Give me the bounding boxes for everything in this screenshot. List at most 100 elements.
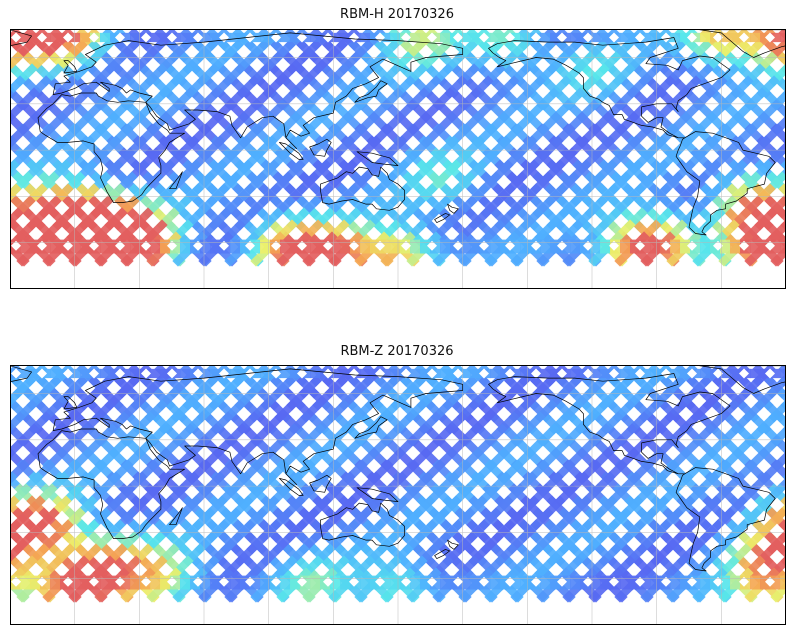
polar-band-cell bbox=[420, 32, 431, 43]
polar-band-cell bbox=[410, 368, 421, 379]
coverage-gap bbox=[635, 32, 645, 43]
swath-segment bbox=[774, 231, 786, 249]
polar-band-cell bbox=[760, 575, 771, 590]
polar-band-cell bbox=[70, 575, 81, 590]
coverage-gap bbox=[297, 32, 307, 43]
polar-band-cell bbox=[20, 368, 31, 379]
polar-band-cell bbox=[570, 32, 581, 43]
coverage-gap bbox=[609, 576, 619, 587]
polar-band-cell bbox=[120, 368, 131, 379]
coverage-gap bbox=[375, 576, 385, 587]
coverage-gap bbox=[583, 32, 593, 43]
polar-band-cell bbox=[780, 239, 786, 254]
polar-band-cell bbox=[150, 239, 161, 254]
coverage-gap bbox=[479, 368, 489, 379]
coverage-gap bbox=[115, 576, 125, 587]
gridlines bbox=[10, 365, 786, 625]
coverage-gap bbox=[687, 368, 697, 379]
coverage-gap bbox=[635, 576, 645, 587]
coverage-gap bbox=[505, 240, 515, 251]
coverage-gap bbox=[115, 240, 125, 251]
coverage-gap bbox=[193, 32, 203, 43]
swath-segment bbox=[10, 51, 24, 71]
map-panel-rbm-z bbox=[10, 365, 786, 625]
coastlines bbox=[10, 29, 786, 236]
polar-band-cell bbox=[250, 239, 261, 254]
coverage-gap bbox=[479, 240, 489, 251]
polar-band-cell bbox=[750, 32, 761, 43]
swath-segment bbox=[770, 245, 786, 267]
polar-band-cell bbox=[80, 368, 91, 379]
coastlines bbox=[10, 365, 786, 572]
polar-band-cell bbox=[230, 575, 241, 590]
coverage-gap bbox=[661, 576, 671, 587]
polar-band-cell bbox=[330, 239, 341, 254]
coverage-gap bbox=[37, 368, 47, 379]
polar-band-cell bbox=[390, 239, 401, 254]
coastline-greenland bbox=[699, 365, 786, 394]
coastline-africa bbox=[37, 92, 185, 203]
coverage-gap bbox=[479, 576, 489, 587]
coverage-gap bbox=[323, 368, 333, 379]
polar-band-cell bbox=[310, 32, 321, 43]
coverage-gap bbox=[661, 32, 671, 43]
polar-band-cell bbox=[180, 368, 191, 379]
polar-band-cell bbox=[670, 32, 681, 43]
map-panel-rbm-h bbox=[10, 29, 786, 289]
coverage-gap bbox=[89, 32, 99, 43]
polar-band-cell bbox=[110, 239, 121, 254]
coastline-gb bbox=[63, 396, 78, 410]
swath-segment bbox=[10, 183, 22, 201]
coverage-gap bbox=[739, 576, 749, 587]
polar-band-cell bbox=[460, 575, 471, 590]
coverage-gap bbox=[89, 576, 99, 587]
coverage-gap bbox=[453, 576, 463, 587]
coverage-gap bbox=[401, 240, 411, 251]
polar-band-cell bbox=[460, 239, 471, 254]
polar-band-cell bbox=[280, 32, 291, 43]
polar-band-cell bbox=[720, 239, 731, 254]
polar-band-cell bbox=[510, 239, 521, 254]
polar-band-cell bbox=[730, 239, 741, 254]
polar-band-cell bbox=[30, 239, 41, 254]
polar-band-cell bbox=[770, 368, 781, 379]
coverage-gap bbox=[245, 240, 255, 251]
swath-segment bbox=[10, 411, 26, 433]
swath-segment bbox=[772, 99, 786, 119]
polar-band-cell bbox=[590, 32, 601, 43]
coverage-gap bbox=[739, 368, 749, 379]
coverage-gap bbox=[219, 240, 229, 251]
polar-band-cell bbox=[130, 239, 141, 254]
coverage-gap bbox=[349, 368, 359, 379]
polar-band-cell bbox=[380, 368, 391, 379]
coverage-gap bbox=[193, 368, 203, 379]
coverage-gap bbox=[557, 240, 567, 251]
polar-band-cell bbox=[260, 575, 271, 590]
polar-band-cell bbox=[30, 32, 41, 43]
polar-band-cell bbox=[680, 32, 691, 43]
panel-title-rbm-z: RBM-Z 20170326 bbox=[340, 344, 454, 359]
coverage-gap bbox=[427, 368, 437, 379]
swath-segment bbox=[772, 435, 786, 455]
swath-segment bbox=[10, 543, 24, 563]
polar-band-cell bbox=[670, 368, 681, 379]
polar-band-cell bbox=[470, 239, 481, 254]
coverage-gap bbox=[739, 240, 749, 251]
coastline-madagascar bbox=[169, 171, 183, 190]
coverage-gap bbox=[531, 576, 541, 587]
coverage-gap bbox=[245, 576, 255, 587]
swath-segment bbox=[774, 75, 786, 93]
polar-band-cell bbox=[600, 575, 611, 590]
polar-band-cell bbox=[380, 575, 391, 590]
coverage-gap bbox=[297, 240, 307, 251]
polar-band-cell bbox=[780, 32, 786, 43]
coverage-gap bbox=[713, 240, 723, 251]
polar-band-cell bbox=[240, 575, 251, 590]
polar-band-cell bbox=[780, 575, 786, 590]
polar-band-cell bbox=[280, 368, 291, 379]
coverage-gap bbox=[583, 576, 593, 587]
polar-band-cell bbox=[490, 32, 501, 43]
polar-band-cell bbox=[520, 575, 531, 590]
coverage-gap bbox=[427, 32, 437, 43]
polar-band-cell bbox=[550, 239, 561, 254]
